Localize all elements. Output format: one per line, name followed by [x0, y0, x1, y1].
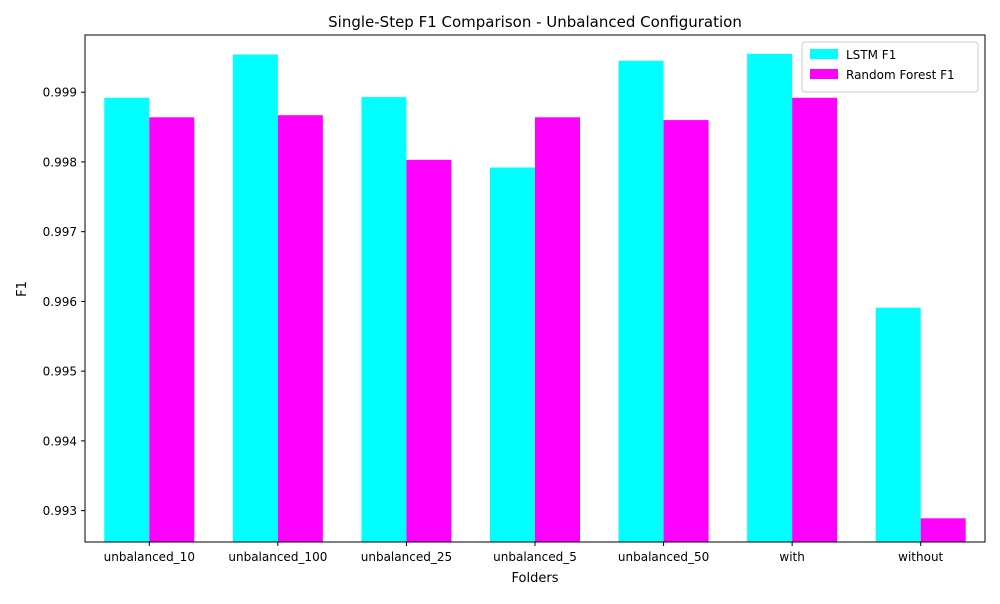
legend: LSTM F1 Random Forest F1: [801, 41, 979, 93]
x-tick-label: unbalanced_10: [104, 550, 195, 564]
y-tick-label: 0.996: [43, 295, 77, 309]
bar-random-forest-2: [406, 159, 452, 542]
legend-swatch: [810, 69, 838, 79]
x-tick-label: unbalanced_50: [618, 550, 709, 564]
y-axis-label: F1: [15, 281, 30, 297]
x-tick-label: unbalanced_100: [228, 550, 327, 564]
bar-lstm-3: [490, 167, 535, 542]
bar-random-forest-5: [792, 97, 838, 542]
bar-lstm-4: [618, 60, 664, 543]
x-axis-label: Folders: [512, 571, 559, 586]
bar-random-forest-1: [277, 115, 323, 542]
legend-label: Random Forest F1: [846, 68, 955, 82]
y-tick-label: 0.994: [43, 434, 77, 448]
x-tick-label: without: [898, 550, 943, 564]
chart-title: Single-Step F1 Comparison - Unbalanced C…: [328, 13, 742, 31]
legend-swatch: [810, 49, 838, 59]
y-tick-label: 0.998: [43, 155, 77, 169]
x-tick-label: with: [779, 550, 804, 564]
bar-lstm-0: [104, 97, 150, 542]
bar-random-forest-4: [663, 120, 709, 542]
x-tick-label: unbalanced_5: [493, 550, 577, 564]
y-tick-label: 0.993: [43, 504, 77, 518]
bar-lstm-6: [875, 307, 921, 542]
legend-box: [801, 41, 979, 93]
y-tick-label: 0.999: [43, 86, 77, 100]
bars-group: [104, 53, 966, 543]
y-axis: 0.993 0.994 0.995 0.996 0.997 0.998 0.999: [43, 86, 85, 518]
bar-lstm-2: [361, 97, 407, 542]
bar-random-forest-0: [149, 117, 195, 542]
x-tick-label: unbalanced_25: [361, 550, 452, 564]
x-axis: unbalanced_10 unbalanced_100 unbalanced_25…: [104, 542, 944, 564]
bar-random-forest-3: [535, 117, 580, 542]
bar-lstm-1: [232, 54, 278, 542]
plot-frame: [84, 34, 986, 543]
y-tick-label: 0.995: [43, 365, 77, 379]
bar-lstm-5: [747, 53, 793, 542]
bar-random-forest-6: [920, 518, 966, 542]
y-tick-label: 0.997: [43, 225, 77, 239]
legend-label: LSTM F1: [846, 48, 896, 62]
